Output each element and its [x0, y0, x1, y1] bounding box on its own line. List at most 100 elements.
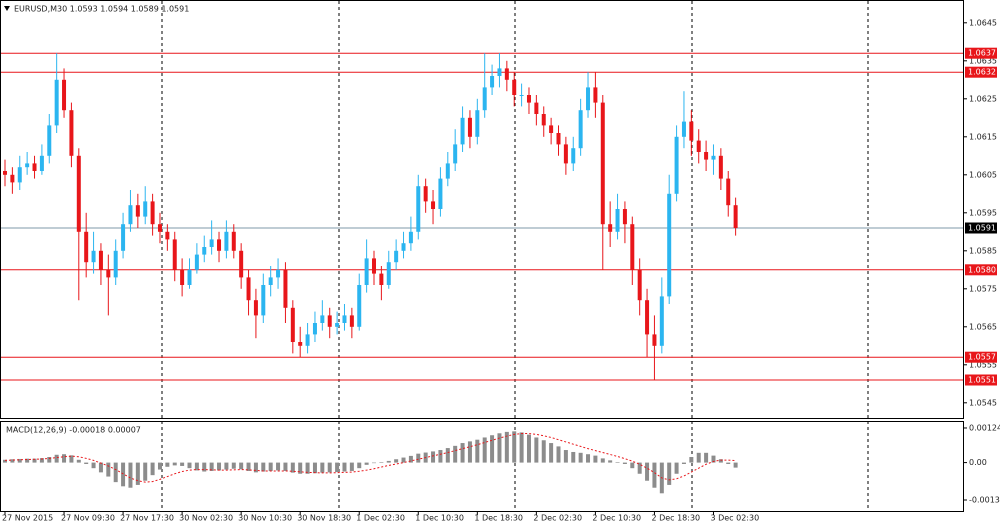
- x-tick-label: 1 Dec 10:30: [415, 514, 464, 523]
- macd-bar: [490, 435, 495, 463]
- candle-body: [327, 315, 332, 327]
- candle-body: [290, 307, 295, 342]
- macd-bar: [180, 462, 185, 466]
- candle-body: [17, 167, 22, 183]
- candle-body: [408, 231, 413, 244]
- chart-title: EURUSD,M30 1.0593 1.0594 1.0589 1.0591: [14, 5, 189, 14]
- macd-bar: [431, 451, 436, 463]
- candle-body: [276, 269, 281, 278]
- macd-bar: [556, 446, 561, 463]
- candle-body: [704, 152, 709, 160]
- y-tick-label: 1.0625: [969, 94, 997, 103]
- macd-bar: [10, 459, 15, 463]
- x-tick-label: 27 Nov 2015: [2, 514, 53, 523]
- candle-body: [563, 144, 568, 164]
- candle-body: [733, 205, 738, 228]
- y-tick-label: 1.0585: [969, 246, 997, 255]
- macd-bar: [667, 462, 672, 485]
- macd-bar: [305, 462, 310, 474]
- candle-body: [423, 186, 428, 202]
- y-tick-label: 1.0555: [969, 360, 997, 369]
- macd-bar: [327, 462, 332, 473]
- candle-body: [54, 79, 59, 126]
- macd-bar: [401, 457, 406, 463]
- candle-body: [630, 224, 635, 270]
- candle-body: [674, 136, 679, 194]
- macd-bar: [467, 441, 472, 463]
- candle-body: [32, 163, 37, 171]
- candle-body: [659, 296, 664, 346]
- x-tick-label: 30 Nov 18:30: [297, 514, 351, 523]
- candle-body: [298, 342, 303, 346]
- macd-bar: [17, 458, 22, 463]
- main-pane: [0, 0, 964, 419]
- macd-bar: [364, 462, 369, 465]
- y-tick-label: 1.0635: [969, 56, 997, 65]
- y-tick-label: 1.0545: [969, 398, 997, 407]
- candle-body: [652, 334, 657, 346]
- candle-body: [482, 87, 487, 111]
- macd-bar: [512, 431, 517, 463]
- candle-body: [490, 76, 495, 88]
- candle-body: [335, 323, 340, 327]
- macd-bar: [541, 440, 546, 463]
- candle-body: [726, 178, 731, 206]
- candle-body: [718, 155, 723, 179]
- macd-bar: [379, 462, 384, 463]
- macd-bar: [357, 462, 362, 469]
- macd-bar: [113, 462, 118, 483]
- candle-body: [401, 243, 406, 251]
- macd-bar: [283, 462, 288, 471]
- candle-body: [268, 277, 273, 285]
- candle-body: [519, 95, 524, 96]
- candle-body: [556, 133, 561, 145]
- macd-bar: [121, 462, 126, 487]
- signal-line: [4, 433, 736, 483]
- macd-bar: [165, 462, 170, 467]
- macd-bar: [733, 462, 738, 468]
- candle-body: [445, 163, 450, 179]
- candle-body: [62, 79, 67, 111]
- last-price-box: [965, 222, 997, 234]
- x-tick-label: 2 Dec 10:30: [592, 514, 641, 523]
- macd-bar: [586, 454, 591, 463]
- macd-bar: [674, 462, 679, 474]
- macd-bar: [172, 462, 177, 466]
- candle-body: [711, 155, 716, 160]
- macd-bar: [276, 462, 281, 471]
- macd-bar: [76, 459, 81, 463]
- candle-body: [47, 125, 52, 156]
- candle-body: [157, 224, 162, 232]
- candle-body: [364, 258, 369, 285]
- candle-body: [541, 114, 546, 126]
- macd-bar: [320, 462, 325, 473]
- y-tick-label: -0.00134: [969, 495, 1000, 504]
- candle-body: [217, 239, 222, 251]
- macd-bar: [106, 462, 111, 477]
- macd-bar: [445, 448, 450, 463]
- macd-bar: [39, 458, 44, 463]
- macd-bar: [622, 462, 627, 464]
- macd-bar: [91, 462, 96, 469]
- candle-body: [180, 269, 185, 285]
- candle-body: [645, 300, 650, 335]
- candle-body: [209, 239, 214, 247]
- y-tick-label: 1.0565: [969, 322, 997, 331]
- candle-body: [526, 95, 531, 103]
- menu-arrow[interactable]: [4, 6, 10, 11]
- macd-bar: [704, 452, 709, 463]
- macd-bar: [578, 452, 583, 463]
- macd-bar: [482, 437, 487, 463]
- macd-bar: [652, 462, 657, 488]
- macd-bar: [3, 459, 7, 463]
- x-tick-label: 30 Nov 10:30: [238, 514, 292, 523]
- candle-body: [320, 315, 325, 323]
- candle-body: [696, 140, 701, 152]
- candle-body: [438, 178, 443, 209]
- macd-bar: [98, 462, 103, 473]
- candle-body: [98, 250, 103, 270]
- macd-bar: [571, 451, 576, 463]
- candle-body: [453, 144, 458, 164]
- candle-body: [3, 171, 7, 175]
- macd-bar: [637, 462, 642, 474]
